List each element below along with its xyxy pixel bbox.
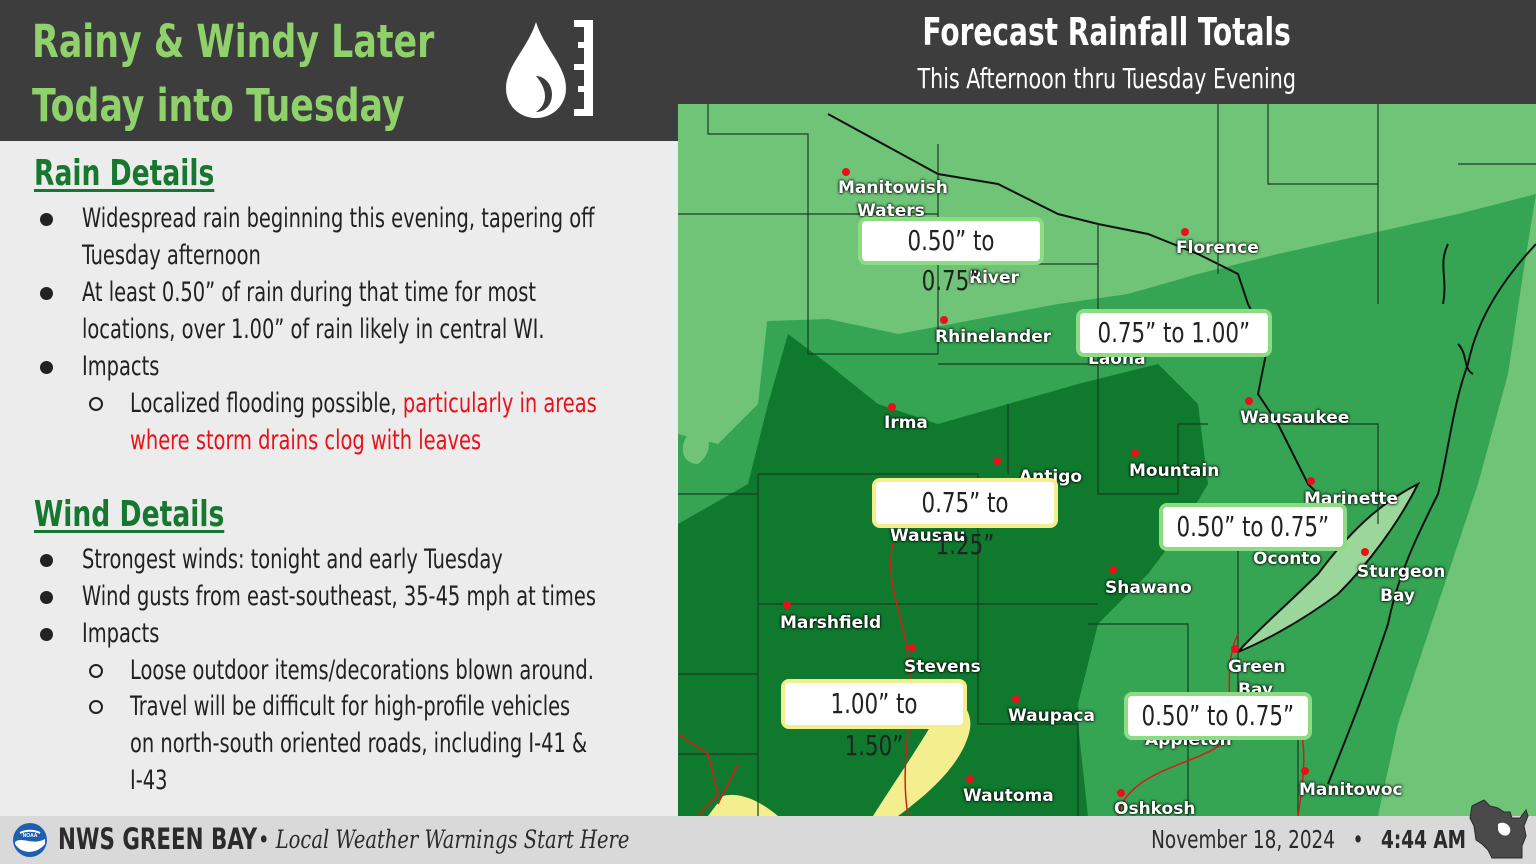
state-border <box>827 113 1319 495</box>
city-label-florence: Florence <box>1176 238 1259 258</box>
city-label-mountain: Mountain <box>1129 461 1220 481</box>
rainfall-label-northeast: 0.75” to 1.00” <box>1076 309 1272 357</box>
bullet <box>40 591 53 604</box>
sub-bullet <box>89 397 103 411</box>
city-dot <box>1181 228 1189 236</box>
date: November 18, 2024 <box>1151 825 1336 854</box>
bullet <box>40 554 53 567</box>
timestamp: November 18, 2024 • 4:44 AM <box>1151 825 1466 854</box>
left-header <box>0 0 678 141</box>
rainfall-label-central: 0.75” to 1.25” <box>872 478 1058 561</box>
rain-impacts-label: Impacts <box>82 351 160 382</box>
city-dot <box>1131 449 1139 457</box>
city-dot <box>1231 645 1239 653</box>
city-label-wautoma: Wautoma <box>963 786 1054 806</box>
light-rainfall-patch <box>682 431 709 464</box>
city-label-manitowish: Manitowish <box>838 178 948 198</box>
city-label-river: River <box>969 268 1019 288</box>
city-label-marshfield: Marshfield <box>780 613 882 633</box>
lake-michigan-shoreline <box>1327 243 1536 785</box>
wind-impact-2-line-3: I-43 <box>130 765 168 796</box>
title-line-1: Rainy & Windy Later <box>32 15 435 68</box>
sub-bullet <box>89 700 103 714</box>
city-dot <box>1301 767 1309 775</box>
sub-bullet <box>89 664 103 678</box>
city-label-shawano: Shawano <box>1105 578 1192 598</box>
city-dot <box>1012 695 1020 703</box>
city-label-oshkosh: Oshkosh <box>1114 799 1196 816</box>
rainfall-label-southeast: 0.50” to 0.75” <box>1124 692 1312 740</box>
city-label-irma: Irma <box>884 413 928 433</box>
time: 4:44 AM <box>1381 825 1466 854</box>
city-label-rhinelander: Rhinelander <box>935 327 1052 347</box>
footer <box>0 816 1536 864</box>
city-label-sturgeon-bay: Bay <box>1380 586 1415 606</box>
light-rainfall-area-west <box>678 214 768 444</box>
city-label-stevens: Stevens <box>904 657 981 677</box>
city-dot <box>1109 566 1117 574</box>
heavy-rainfall-area <box>873 700 971 816</box>
tagline: • Local Weather Warnings Start Here <box>258 825 630 854</box>
city-dot <box>1361 548 1369 556</box>
city-dot <box>993 457 1001 465</box>
rain-gauge-icon <box>506 20 593 118</box>
city-label-oconto: Oconto <box>1253 549 1322 569</box>
noaa-logo-icon: NOAA <box>13 823 47 857</box>
wisconsin-icon <box>1469 799 1529 859</box>
peninsula-shoreline <box>1442 243 1474 375</box>
rain-impact-1-line-1: Localized flooding possible, particularl… <box>130 388 597 419</box>
rainfall-label-southwest: 1.00” to 1.50” <box>781 679 967 762</box>
city-dot <box>1245 397 1253 405</box>
bullet <box>40 213 53 226</box>
city-dot <box>888 403 896 411</box>
city-dot <box>908 644 916 652</box>
wind-impact-2-line-2: on north-south oriented roads, including… <box>130 728 588 759</box>
wind-bullet-1: Strongest winds: tonight and early Tuesd… <box>82 544 503 575</box>
city-dot <box>940 316 948 324</box>
rainfall-label-east: 0.50” to 0.75” <box>1159 503 1347 551</box>
heavy-rainfall-area-sw <box>708 794 778 816</box>
rain-bullet-1-line-2: Tuesday afternoon <box>82 240 261 271</box>
rain-bullet-2-line-1: At least 0.50” of rain during that time … <box>82 277 537 308</box>
title-line-2: Today into Tuesday <box>32 79 405 132</box>
city-label-manitowoc: Manitowoc <box>1299 780 1403 800</box>
svg-text:NOAA: NOAA <box>23 833 38 839</box>
details-panel <box>0 141 678 816</box>
bullet <box>40 361 53 374</box>
rainfall-label-north: 0.50” to 0.75” <box>858 217 1044 297</box>
city-label-green: Green <box>1228 657 1286 677</box>
wind-bullet-2: Wind gusts from east-southeast, 35-45 mp… <box>82 581 596 612</box>
light-rainfall-area-east <box>1378 194 1536 816</box>
wind-impacts-label: Impacts <box>82 618 160 649</box>
wind-impact-2-line-1: Travel will be difficult for high-profil… <box>130 691 571 722</box>
city-label-wausau: Wausau <box>890 526 966 546</box>
wind-impact-1: Loose outdoor items/decorations blown ar… <box>130 655 594 686</box>
rain-bullet-2-line-2: locations, over 1.00” of rain likely in … <box>82 314 545 345</box>
wind-details-title: Wind Details <box>34 494 225 535</box>
city-label-wausaukee: Wausaukee <box>1240 408 1350 428</box>
city-label-sturgeon: Sturgeon <box>1357 562 1446 582</box>
brand: NWS GREEN BAY <box>58 822 258 856</box>
main-title: Rainy & Windy Later Today into Tuesday <box>32 10 434 138</box>
city-dot <box>1307 477 1315 485</box>
light-rainfall-area-north <box>678 104 1536 334</box>
bullet <box>40 287 53 300</box>
map-subtitle: This Afternoon thru Tuesday Evening <box>917 62 1297 95</box>
city-label-waters: Waters <box>857 201 925 221</box>
rain-bullet-1-line-1: Widespread rain beginning this evening, … <box>82 203 595 234</box>
city-dot <box>966 775 974 783</box>
rain-impact-1-line-2: where storm drains clog with leaves <box>130 425 482 456</box>
city-label-waupaca: Waupaca <box>1008 706 1095 726</box>
rainfall-map: Manitowish Waters River Florence Rhinela… <box>678 104 1536 816</box>
map-header: Forecast Rainfall Totals This Afternoon … <box>678 0 1536 104</box>
rain-details-title: Rain Details <box>34 153 215 194</box>
rainfall-map-svg <box>678 104 1536 816</box>
rain-impact-emphasis: particularly in areas <box>402 388 597 419</box>
bullet <box>40 628 53 641</box>
city-dot <box>842 168 850 176</box>
city-dot <box>1117 789 1125 797</box>
city-dot <box>783 601 791 609</box>
map-title: Forecast Rainfall Totals <box>922 10 1292 54</box>
